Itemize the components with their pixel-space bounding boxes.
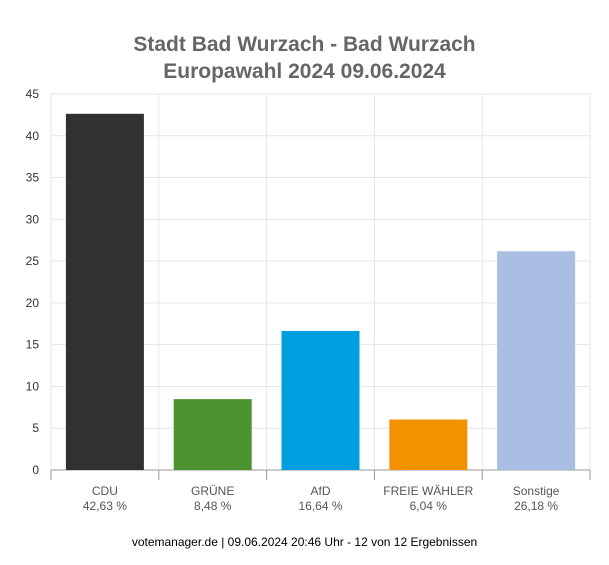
bar-2 [173, 399, 252, 470]
bar-5 [497, 251, 576, 470]
bar-1 [65, 113, 144, 470]
y-tick-label: 5 [32, 421, 39, 435]
x-tick-label: GRÜNE [191, 484, 234, 498]
data-label: 16,64 % [298, 499, 342, 513]
y-tick-label: 30 [26, 212, 40, 226]
y-tick-label: 45 [26, 87, 40, 101]
x-tick-label: CDU [92, 484, 118, 498]
y-tick-label: 25 [26, 254, 40, 268]
data-label: 42,63 % [83, 499, 127, 513]
y-tick-label: 15 [26, 338, 40, 352]
chart-title: Stadt Bad Wurzach - Bad Wurzach [133, 33, 476, 56]
bar-3 [281, 330, 360, 470]
y-tick-label: 20 [26, 296, 40, 310]
chart-subtitle: Europawahl 2024 09.06.2024 [163, 60, 446, 83]
footer-source: votemanager.de | 09.06.2024 20:46 Uhr - … [131, 535, 478, 549]
data-label: 26,18 % [514, 499, 558, 513]
bar-4 [389, 419, 468, 470]
y-tick-label: 10 [26, 379, 40, 393]
y-tick-label: 0 [32, 463, 39, 477]
x-tick-label: Sonstige [513, 484, 560, 498]
data-label: 6,04 % [410, 499, 448, 513]
x-tick-label: FREIE WÄHLER [383, 484, 473, 498]
y-tick-label: 40 [26, 129, 40, 143]
x-tick-label: AfD [310, 484, 330, 498]
y-tick-label: 35 [26, 171, 40, 185]
data-label: 8,48 % [194, 499, 232, 513]
